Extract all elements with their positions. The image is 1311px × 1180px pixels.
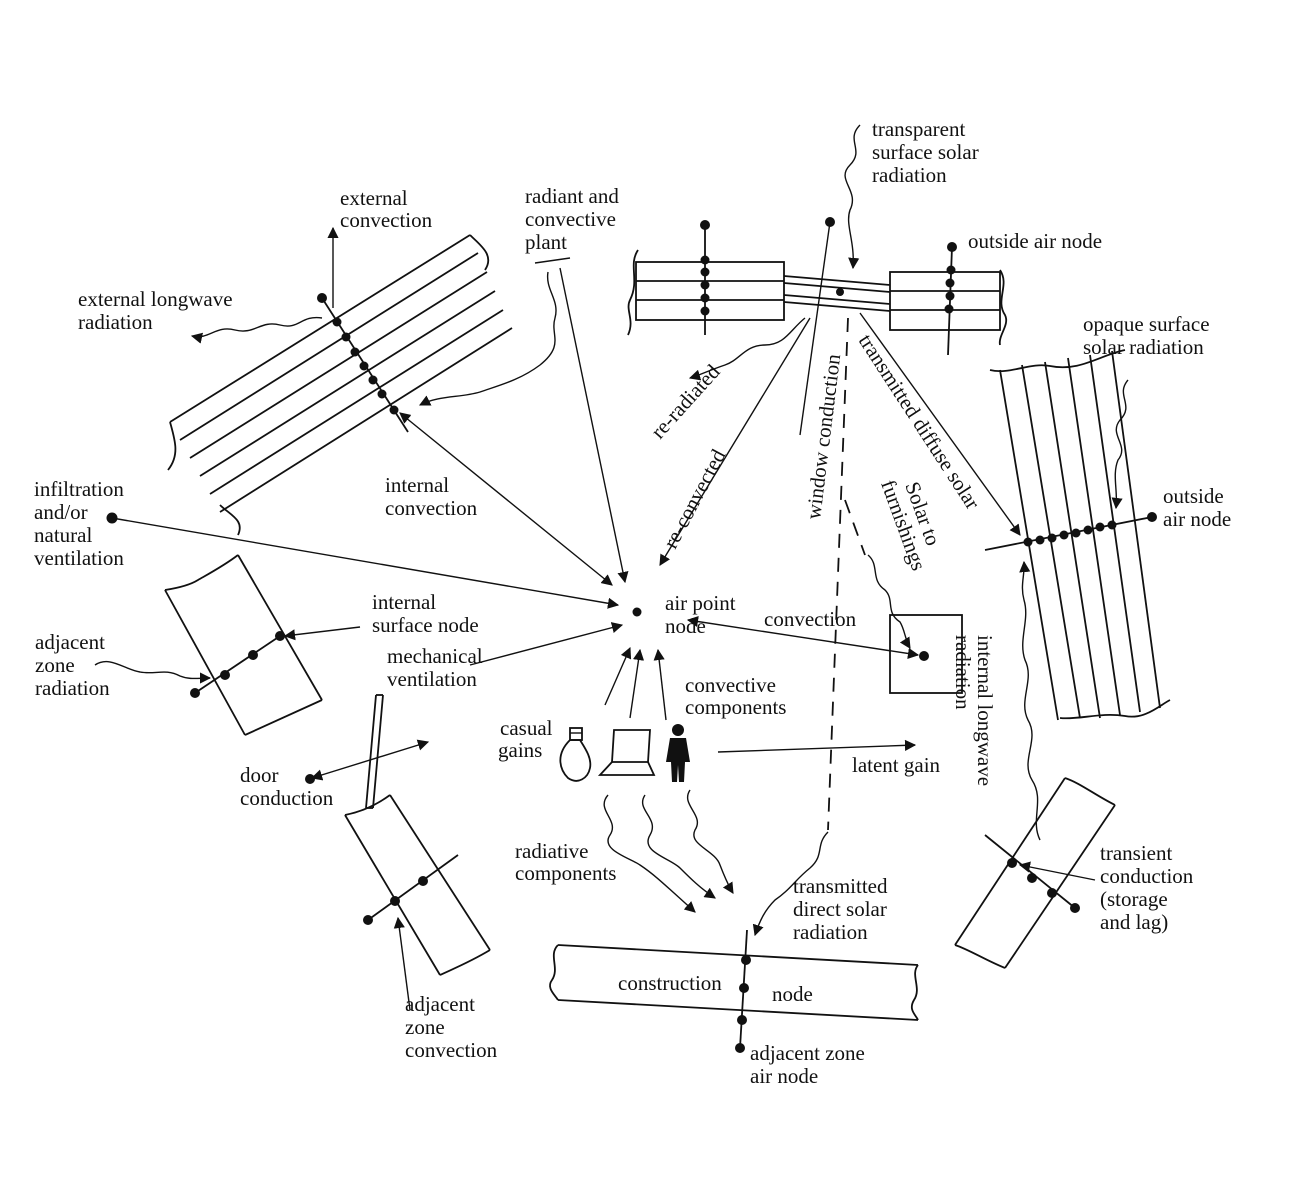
light-bulb-icon (559, 727, 592, 782)
label-latent-gain: latent gain (852, 753, 941, 777)
label-external-longwave: external longwave radiation (78, 287, 238, 334)
latent-gain-arrow (717, 739, 917, 753)
label-door-conduction: door conduction (240, 763, 334, 810)
transmitted-direct-arrow (752, 831, 829, 937)
label-transparent-solar: transparent surface solar radiation (872, 117, 984, 187)
label-adjacent-zone-radiation: adjacent zone radiation (35, 630, 110, 700)
window-conduction-line (799, 221, 831, 436)
label-radiant-plant: radiant and convective plant (525, 184, 624, 254)
wall-lower-left (344, 794, 491, 976)
construction-wall (549, 929, 919, 1053)
label-air-point-node: air point node (665, 591, 741, 638)
transparent-solar-arrow (844, 124, 861, 270)
label-convection: convection (764, 607, 857, 631)
label-adjacent-zone-convection: adjacent zone convection (405, 992, 498, 1062)
label-internal-convection: internal convection (385, 473, 478, 520)
internal-longwave-arrow (1019, 560, 1041, 841)
re-convected-arrow (659, 317, 811, 566)
label-opaque-solar: opaque surface solar radiation (1083, 312, 1215, 359)
adjacent-zone-radiation-arrow (94, 660, 212, 684)
mechanical-ventilation-arrow (469, 622, 624, 666)
label-mechanical-ventilation: mechanical ventilation (387, 644, 488, 691)
infiltration-arrow (111, 517, 620, 609)
external-longwave-arrow (190, 316, 323, 344)
label-infiltration: infiltration and/or natural ventilation (34, 477, 129, 570)
label-construction-node: construction node (618, 971, 813, 1006)
window-top (627, 220, 1008, 356)
transmitted-diffuse-arrow (859, 312, 1021, 536)
label-re-radiated: re-radiated (646, 359, 725, 443)
label-transmitted-direct: transmitted direct solar radiation (793, 874, 893, 944)
wall-right (984, 349, 1171, 721)
label-internal-surface-node: internal surface node (372, 590, 479, 637)
label-outside-air-node-top: outside air node (968, 229, 1102, 253)
label-convective-components: convective components (685, 673, 786, 719)
transmitted-direct-dashed (827, 317, 849, 831)
label-transient-conduction: transient conduction (storage and lag) (1100, 841, 1199, 934)
air-point-node (632, 607, 642, 617)
door-conduction-arrow (310, 739, 430, 781)
label-casual-gains: casual gains (498, 716, 558, 762)
label-external-convection: external convection (340, 186, 433, 232)
opaque-solar-arrow (1111, 379, 1129, 510)
label-outside-air-node-right: outside air node (1163, 484, 1231, 531)
radiant-plant-wave (418, 271, 557, 406)
door (365, 694, 384, 809)
wall-upper-left (167, 234, 513, 536)
label-radiative-components: radiative components (515, 839, 616, 885)
radiant-plant-arrow (559, 267, 629, 584)
re-radiated-arrow (688, 317, 806, 381)
label-adjacent-zone-air-node: adjacent zone air node (750, 1041, 870, 1088)
label-solar-furnishings: Solar to furnishings (876, 469, 952, 574)
laptop-icon (597, 729, 656, 776)
convection-arrow (686, 615, 920, 660)
label-re-convected: re-convected (658, 445, 730, 552)
solar-furnishings-arrow (867, 554, 911, 649)
internal-convection-arrow (399, 412, 613, 586)
label-internal-longwave: internal longwave radiation (951, 635, 997, 791)
wall-lower-right (954, 777, 1116, 969)
person-icon (666, 724, 690, 782)
wall-left (164, 554, 323, 736)
